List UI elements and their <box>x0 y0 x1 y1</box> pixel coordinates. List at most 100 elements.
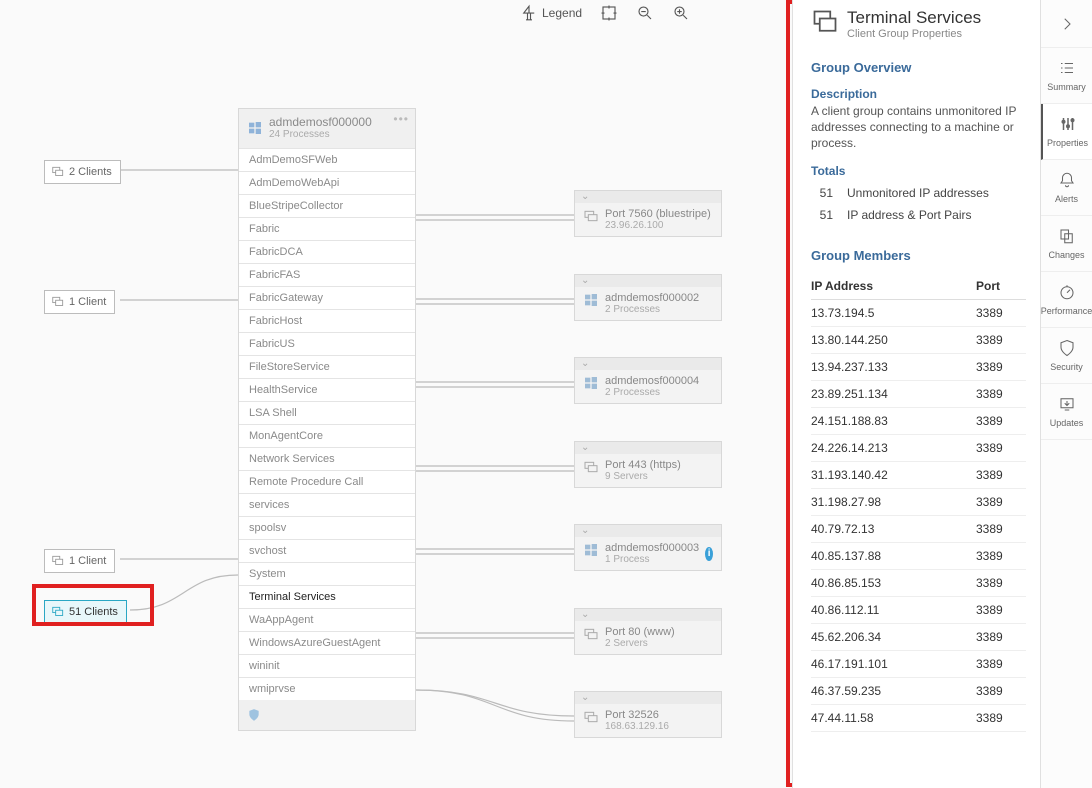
machine-dependency-node[interactable]: ⌄admdemosf0000042 Processes <box>574 357 722 404</box>
cell-ip: 13.80.144.250 <box>811 326 976 353</box>
client-group-node[interactable]: 51 Clients <box>44 600 127 624</box>
zoom-out-button[interactable] <box>636 4 654 22</box>
dep-name: Port 7560 (bluestripe) <box>605 208 711 220</box>
process-item[interactable]: wininit <box>239 654 415 677</box>
fit-to-screen-button[interactable] <box>600 4 618 22</box>
tab-performance[interactable]: Performance <box>1041 272 1092 328</box>
process-item[interactable]: WindowsAzureGuestAgent <box>239 631 415 654</box>
port-dependency-node[interactable]: ⌄ Port 7560 (bluestripe)23.96.26.100 <box>574 190 722 237</box>
port-dependency-node[interactable]: ⌄Port 32526168.63.129.16 <box>574 691 722 738</box>
table-row[interactable]: 31.193.140.423389 <box>811 461 1026 488</box>
table-row[interactable]: 24.151.188.833389 <box>811 407 1026 434</box>
process-item[interactable]: HealthService <box>239 378 415 401</box>
chevron-down-icon[interactable]: ⌄ <box>581 609 589 620</box>
machine-dependency-node[interactable]: ⌄admdemosf0000031 Processi <box>574 524 722 571</box>
table-row[interactable]: 40.79.72.133389 <box>811 515 1026 542</box>
port-dependency-node[interactable]: ⌄ Port 80 (www)2 Servers <box>574 608 722 655</box>
expand-tab[interactable] <box>1041 0 1092 48</box>
port-dependency-node[interactable]: ⌄Port 443 (https)9 Servers <box>574 441 722 488</box>
chevron-down-icon[interactable]: ⌄ <box>581 358 589 369</box>
legend-label: Legend <box>542 6 582 20</box>
table-row[interactable]: 46.17.191.1013389 <box>811 650 1026 677</box>
total-label: Unmonitored IP addresses <box>847 186 989 200</box>
client-group-node[interactable]: 1 Client <box>44 549 115 573</box>
process-item[interactable]: FabricUS <box>239 332 415 355</box>
machine-menu-icon[interactable]: ••• <box>393 112 409 126</box>
tab-label: Summary <box>1047 82 1086 92</box>
table-row[interactable]: 45.62.206.343389 <box>811 623 1026 650</box>
table-row[interactable]: 31.198.27.983389 <box>811 488 1026 515</box>
dep-sub: 2 Servers <box>605 638 675 649</box>
machine-dependency-node[interactable]: ⌄admdemosf0000022 Processes <box>574 274 722 321</box>
table-row[interactable]: 13.73.194.53389 <box>811 299 1026 326</box>
chevron-down-icon[interactable]: ⌄ <box>581 191 589 202</box>
process-item[interactable]: LSA Shell <box>239 401 415 424</box>
tab-summary[interactable]: Summary <box>1041 48 1092 104</box>
port-icon <box>583 208 599 224</box>
chevron-down-icon[interactable]: ⌄ <box>581 525 589 536</box>
port-icon <box>583 709 599 725</box>
dep-name: Port 32526 <box>605 709 669 721</box>
process-item[interactable]: svchost <box>239 539 415 562</box>
table-row[interactable]: 23.89.251.1343389 <box>811 380 1026 407</box>
totals-row: 51Unmonitored IP addresses <box>811 186 1026 200</box>
chevron-down-icon[interactable]: ⌄ <box>581 275 589 286</box>
process-item[interactable]: FabricDCA <box>239 240 415 263</box>
process-item[interactable]: services <box>239 493 415 516</box>
zoom-in-button[interactable] <box>672 4 690 22</box>
process-item[interactable]: FileStoreService <box>239 355 415 378</box>
process-item[interactable]: Network Services <box>239 447 415 470</box>
cell-port: 3389 <box>976 299 1026 326</box>
process-item[interactable]: spoolsv <box>239 516 415 539</box>
table-row[interactable]: 40.85.137.883389 <box>811 542 1026 569</box>
table-row[interactable]: 24.226.14.2133389 <box>811 434 1026 461</box>
tab-changes[interactable]: Changes <box>1041 216 1092 272</box>
process-item[interactable]: FabricHost <box>239 309 415 332</box>
dep-name: admdemosf000002 <box>605 292 699 304</box>
col-port: Port <box>976 273 1026 300</box>
chevron-down-icon[interactable]: ⌄ <box>581 442 589 453</box>
totals-heading: Totals <box>811 164 1026 178</box>
table-row[interactable]: 13.80.144.2503389 <box>811 326 1026 353</box>
table-row[interactable]: 47.44.11.583389 <box>811 704 1026 731</box>
process-item[interactable]: Remote Procedure Call <box>239 470 415 493</box>
chevron-down-icon[interactable]: ⌄ <box>581 692 589 703</box>
cell-port: 3389 <box>976 677 1026 704</box>
tab-security[interactable]: Security <box>1041 328 1092 384</box>
tab-properties[interactable]: Properties <box>1041 104 1092 160</box>
process-item[interactable]: WaAppAgent <box>239 608 415 631</box>
machine-header[interactable]: admdemosf000000 24 Processes ••• <box>239 109 415 148</box>
dep-sub: 23.96.26.100 <box>605 220 711 231</box>
client-group-node[interactable]: 2 Clients <box>44 160 121 184</box>
table-row[interactable]: 40.86.85.1533389 <box>811 569 1026 596</box>
process-item[interactable]: wmiprvse <box>239 677 415 700</box>
process-item[interactable]: System <box>239 562 415 585</box>
process-item[interactable]: Terminal Services <box>239 585 415 608</box>
description-text: A client group contains unmonitored IP a… <box>811 103 1026 152</box>
tab-updates[interactable]: Updates <box>1041 384 1092 440</box>
process-item[interactable]: AdmDemoWebApi <box>239 171 415 194</box>
table-row[interactable]: 46.37.59.2353389 <box>811 677 1026 704</box>
legend-button[interactable]: Legend <box>520 4 582 22</box>
zoom-out-icon <box>636 4 654 22</box>
process-item[interactable]: FabricFAS <box>239 263 415 286</box>
table-row[interactable]: 13.94.237.1333389 <box>811 353 1026 380</box>
process-item[interactable]: AdmDemoSFWeb <box>239 148 415 171</box>
table-row[interactable]: 40.86.112.113389 <box>811 596 1026 623</box>
dep-name: Port 80 (www) <box>605 626 675 638</box>
windows-icon <box>583 375 599 391</box>
process-item[interactable]: FabricGateway <box>239 286 415 309</box>
process-item[interactable]: Fabric <box>239 217 415 240</box>
process-item[interactable]: BlueStripeCollector <box>239 194 415 217</box>
client-group-node[interactable]: 1 Client <box>44 290 115 314</box>
process-item[interactable]: MonAgentCore <box>239 424 415 447</box>
panel-title: Terminal Services <box>847 8 981 28</box>
dep-name: admdemosf000003 <box>605 542 699 554</box>
windows-icon <box>247 120 263 136</box>
cell-port: 3389 <box>976 434 1026 461</box>
tab-alerts[interactable]: Alerts <box>1041 160 1092 216</box>
col-ip: IP Address <box>811 273 976 300</box>
security-icon <box>1058 339 1076 359</box>
machine-node[interactable]: admdemosf000000 24 Processes ••• AdmDemo… <box>238 108 416 731</box>
info-icon[interactable]: i <box>705 547 713 561</box>
